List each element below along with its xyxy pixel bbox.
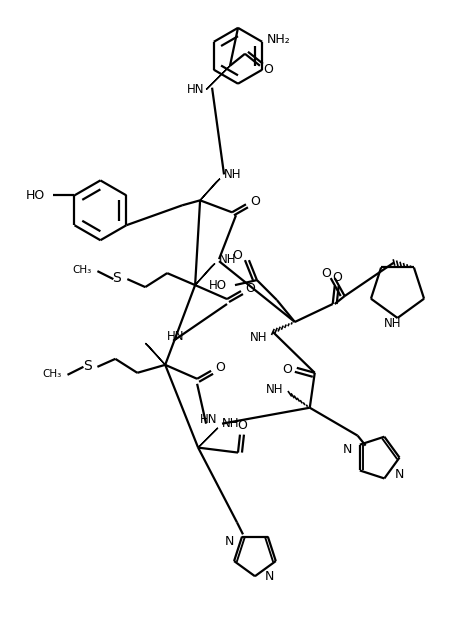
Text: N: N — [265, 570, 274, 583]
Text: HO: HO — [209, 279, 227, 291]
Text: S: S — [83, 359, 92, 373]
Text: CH₃: CH₃ — [72, 265, 92, 275]
Text: NH: NH — [219, 252, 237, 266]
Text: NH: NH — [249, 332, 267, 344]
Text: HN: HN — [200, 413, 218, 426]
Text: O: O — [237, 419, 247, 432]
Text: O: O — [332, 271, 342, 284]
Text: O: O — [232, 249, 242, 262]
Text: S: S — [113, 271, 121, 285]
Text: HO: HO — [25, 189, 44, 202]
Text: O: O — [282, 364, 292, 376]
Text: N: N — [342, 443, 352, 456]
Polygon shape — [145, 344, 165, 365]
Text: O: O — [250, 195, 260, 208]
Text: N: N — [394, 468, 403, 481]
Text: NH: NH — [222, 417, 240, 430]
Text: CH₃: CH₃ — [42, 369, 62, 379]
Text: O: O — [321, 267, 331, 279]
Polygon shape — [206, 66, 230, 89]
Text: HN: HN — [167, 330, 184, 344]
Text: N: N — [225, 535, 234, 548]
Polygon shape — [195, 264, 215, 285]
Text: NH: NH — [384, 318, 401, 330]
Text: O: O — [245, 281, 255, 295]
Polygon shape — [200, 179, 220, 200]
Text: O: O — [215, 361, 225, 374]
Text: HN: HN — [187, 83, 204, 96]
Text: NH₂: NH₂ — [267, 33, 290, 46]
Text: O: O — [263, 63, 273, 76]
Text: NH: NH — [266, 383, 284, 396]
Polygon shape — [198, 428, 218, 448]
Text: NH: NH — [224, 168, 241, 181]
